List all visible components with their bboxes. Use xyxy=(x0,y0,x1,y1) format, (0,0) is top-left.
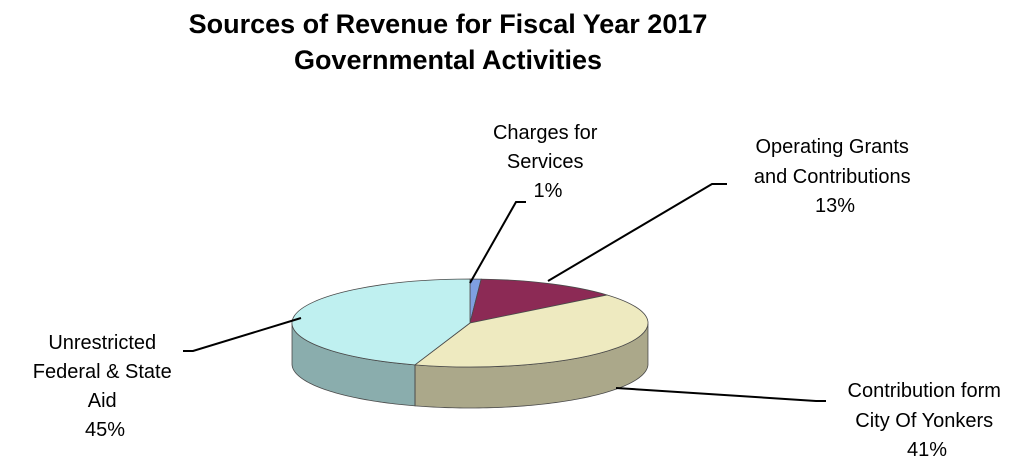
chart-title: Sources of Revenue for Fiscal Year 2017 xyxy=(189,9,708,39)
slice-percent-label: 13% xyxy=(815,195,855,217)
chart-subtitle: Governmental Activities xyxy=(294,45,602,75)
slice-label-contribution-city: Contribution form City Of Yonkers 41% xyxy=(848,380,1007,461)
leader-line-unrestricted xyxy=(183,317,302,352)
slice-label-unrestricted-aid: Unrestricted Federal & State Aid 45% xyxy=(33,332,178,441)
slice-label-line: Services xyxy=(507,151,584,173)
leader-line-operating-grants xyxy=(547,183,727,282)
pie-slice-unrestricted-federal-state-aid xyxy=(291,278,471,366)
slice-label-line: Federal & State xyxy=(33,361,172,383)
slice-label-line: Aid xyxy=(88,390,117,412)
slice-percent-label: 45% xyxy=(85,419,125,441)
pie-slice-contribution-form-city-of-yonkers xyxy=(413,294,649,368)
leader-line-charges xyxy=(469,201,526,284)
slice-percent-label: 41% xyxy=(907,439,947,461)
slice-label-operating-grants: Operating Grants and Contributions 13% xyxy=(754,136,916,217)
slice-label-line: and Contributions xyxy=(754,166,911,188)
pie-slice-operating-grants-and-contributions xyxy=(469,278,608,324)
pie-slices xyxy=(291,278,649,368)
slice-label-line: City Of Yonkers xyxy=(855,410,993,432)
slice-label-line: Contribution form xyxy=(848,380,1001,402)
slice-label-line: Unrestricted xyxy=(48,332,156,354)
slice-percent-label: 1% xyxy=(534,180,563,202)
leader-lines xyxy=(183,183,826,402)
leader-line-contribution xyxy=(615,387,826,402)
slice-label-charges-for-services: Charges for Services 1% xyxy=(493,122,603,202)
slice-label-line: Charges for xyxy=(493,122,598,144)
slice-label-line: Operating Grants xyxy=(756,136,909,158)
